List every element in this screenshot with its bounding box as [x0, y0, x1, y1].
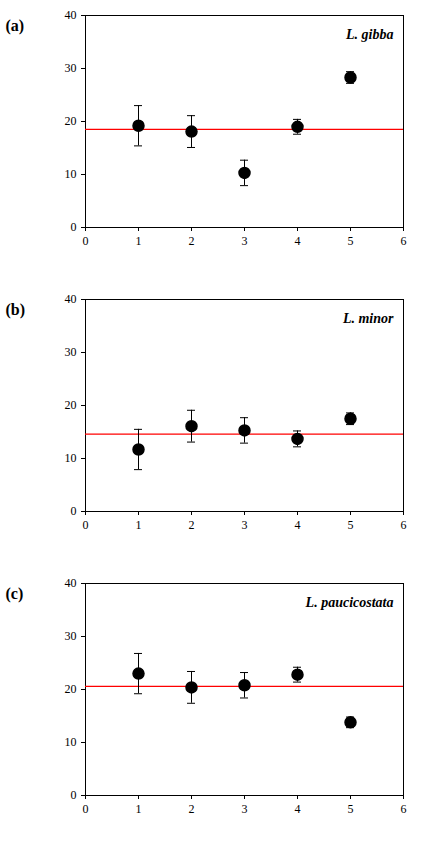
svg-text:1: 1 — [136, 802, 142, 816]
svg-text:40: 40 — [65, 576, 77, 590]
svg-text:6: 6 — [401, 802, 407, 816]
svg-text:20: 20 — [65, 682, 77, 696]
svg-text:2: 2 — [189, 234, 195, 248]
svg-text:40: 40 — [65, 8, 77, 22]
svg-text:0: 0 — [71, 504, 77, 518]
svg-text:(b): (b) — [6, 301, 26, 319]
svg-text:1: 1 — [136, 234, 142, 248]
svg-text:4: 4 — [295, 518, 301, 532]
svg-text:10: 10 — [65, 451, 77, 465]
svg-text:20: 20 — [65, 114, 77, 128]
svg-text:10: 10 — [65, 735, 77, 749]
svg-text:3: 3 — [242, 802, 248, 816]
svg-text:(c): (c) — [6, 585, 24, 603]
svg-text:6: 6 — [401, 518, 407, 532]
svg-text:5: 5 — [348, 234, 354, 248]
svg-text:L. minor: L. minor — [342, 311, 394, 326]
svg-text:L. gibba: L. gibba — [345, 27, 393, 42]
svg-text:0: 0 — [71, 220, 77, 234]
svg-text:6: 6 — [401, 234, 407, 248]
svg-text:3: 3 — [242, 234, 248, 248]
svg-text:5: 5 — [348, 518, 354, 532]
svg-text:2: 2 — [189, 802, 195, 816]
svg-text:30: 30 — [65, 61, 77, 75]
svg-text:5: 5 — [348, 802, 354, 816]
svg-text:2: 2 — [189, 518, 195, 532]
svg-text:0: 0 — [71, 788, 77, 802]
svg-text:4: 4 — [295, 234, 301, 248]
svg-text:L. paucicostata: L. paucicostata — [305, 595, 394, 610]
svg-text:4: 4 — [295, 802, 301, 816]
svg-text:10: 10 — [65, 167, 77, 181]
svg-text:3: 3 — [242, 518, 248, 532]
svg-text:40: 40 — [65, 292, 77, 306]
svg-text:30: 30 — [65, 345, 77, 359]
svg-text:20: 20 — [65, 398, 77, 412]
svg-text:1: 1 — [136, 518, 142, 532]
svg-text:0: 0 — [83, 802, 89, 816]
svg-text:0: 0 — [83, 234, 89, 248]
svg-text:0: 0 — [83, 518, 89, 532]
svg-text:(a): (a) — [6, 17, 25, 35]
svg-text:30: 30 — [65, 629, 77, 643]
